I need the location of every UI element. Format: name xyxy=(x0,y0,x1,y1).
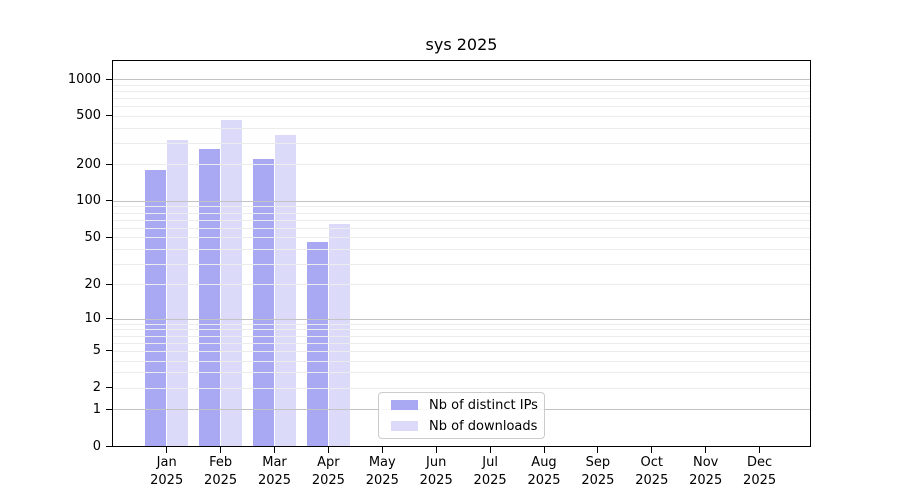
x-tick-mark xyxy=(435,447,437,453)
gridline-minor xyxy=(113,115,810,117)
legend-label-distinct-ips: Nb of distinct IPs xyxy=(429,397,538,413)
y-tick-label: 0 xyxy=(92,438,101,454)
y-tick-mark xyxy=(106,200,112,202)
x-tick-mark xyxy=(166,447,168,453)
gridline-minor xyxy=(113,248,810,250)
y-tick-label: 20 xyxy=(84,276,101,292)
bar-distinct-ips-mar xyxy=(252,158,275,446)
gridline-minor xyxy=(113,284,810,286)
bar-downloads-apr xyxy=(328,223,350,446)
y-tick-mark xyxy=(106,408,112,410)
y-tick-mark xyxy=(106,236,112,238)
gridline-minor xyxy=(113,342,810,344)
gridline-minor xyxy=(113,127,810,129)
gridline-minor xyxy=(113,387,810,389)
x-tick-label: Aug 2025 xyxy=(527,455,561,488)
legend-swatch-distinct-ips xyxy=(391,400,418,410)
gridline-minor xyxy=(113,212,810,214)
x-tick-label: Jul 2025 xyxy=(473,455,507,488)
x-tick-mark xyxy=(381,447,383,453)
gridline-minor xyxy=(113,164,810,166)
gridline-minor xyxy=(113,360,810,362)
x-tick-label: Mar 2025 xyxy=(257,455,292,488)
x-tick-label: Feb 2025 xyxy=(204,455,238,488)
y-tick-label: 200 xyxy=(76,156,101,172)
y-tick-label: 2 xyxy=(92,380,101,396)
legend-item-downloads: Nb of downloads xyxy=(387,418,538,434)
y-tick-label: 500 xyxy=(76,108,101,124)
gridline-minor xyxy=(113,219,810,221)
x-tick-mark xyxy=(489,447,491,453)
y-tick-mark xyxy=(106,445,112,447)
gridline-minor xyxy=(113,237,810,239)
bar-distinct-ips-feb xyxy=(199,149,221,446)
legend-swatch-downloads xyxy=(391,421,418,431)
gridline-minor xyxy=(113,142,810,144)
x-tick-label: May 2025 xyxy=(365,455,399,488)
bar-downloads-jan xyxy=(166,139,189,446)
y-tick-mark xyxy=(106,350,112,352)
gridline-minor xyxy=(113,206,810,208)
gridline-minor xyxy=(113,90,810,92)
x-tick-mark xyxy=(597,447,599,453)
y-tick-mark xyxy=(106,318,112,320)
gridline-minor xyxy=(113,372,810,374)
y-tick-mark xyxy=(106,115,112,117)
y-tick-mark xyxy=(106,283,112,285)
y-tick-label: 1000 xyxy=(67,71,101,87)
gridline-minor xyxy=(113,329,810,331)
x-tick-mark xyxy=(759,447,761,453)
y-tick-label: 1 xyxy=(92,401,101,417)
gridline-minor xyxy=(113,98,810,99)
x-tick-label: Sep 2025 xyxy=(581,455,615,488)
gridline-minor xyxy=(113,263,810,265)
x-tick-label: Jun 2025 xyxy=(419,455,453,488)
bar-distinct-ips-jan xyxy=(145,169,167,446)
gridline-major xyxy=(113,318,810,320)
bar-downloads-mar xyxy=(274,135,297,446)
x-tick-mark xyxy=(274,447,275,453)
x-tick-mark xyxy=(327,447,329,453)
plot-area: Dec 2025 Nov 2025 Oct 2025 Sep 2025 Aug 2025… xyxy=(68,60,811,488)
bar-downloads-feb xyxy=(220,119,243,446)
gridline-major xyxy=(113,79,810,80)
legend-label-downloads: Nb of downloads xyxy=(429,418,538,434)
x-tick-label: Nov 2025 xyxy=(689,455,723,488)
gridline-minor xyxy=(113,323,810,325)
y-tick-mark xyxy=(106,387,112,389)
bar-distinct-ips-apr xyxy=(306,241,329,446)
x-tick-label: Jan 2025 xyxy=(150,455,184,488)
y-tick-label: 5 xyxy=(92,343,101,359)
chart-title: sys 2025 xyxy=(425,35,498,54)
x-tick-mark xyxy=(543,447,545,453)
gridline-major xyxy=(113,200,810,202)
y-tick-label: 100 xyxy=(76,193,101,209)
x-tick-label: Dec 2025 xyxy=(743,455,777,488)
legend-item-distinct-ips: Nb of distinct IPs xyxy=(387,397,538,413)
y-tick-mark xyxy=(106,78,112,80)
gridline-minor xyxy=(113,84,810,86)
y-tick-mark xyxy=(106,163,112,165)
gridline-minor xyxy=(113,106,810,108)
gridline-minor xyxy=(113,350,810,352)
y-tick-label: 10 xyxy=(84,311,101,327)
x-tick-mark xyxy=(651,447,653,453)
y-tick-label: 50 xyxy=(84,229,101,245)
legend: Nb of distinct IPs Nb of downloads xyxy=(378,392,545,439)
x-tick-mark xyxy=(220,447,222,453)
gridline-minor xyxy=(113,335,810,337)
x-tick-label: Oct 2025 xyxy=(635,455,669,488)
x-tick-mark xyxy=(705,447,707,453)
gridline-minor xyxy=(113,227,810,229)
x-tick-label: Apr 2025 xyxy=(311,455,345,488)
